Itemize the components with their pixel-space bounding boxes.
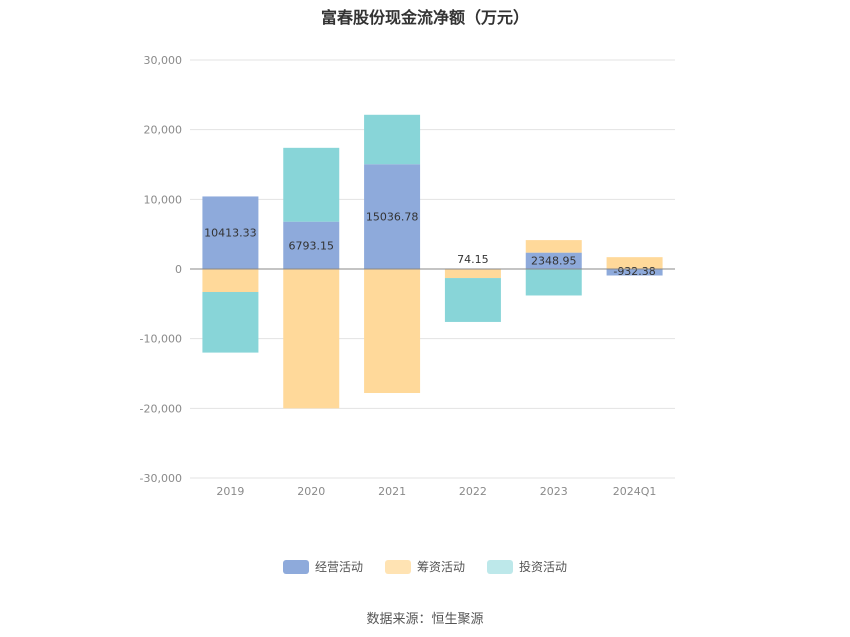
data-label-2024Q1: -932.38: [613, 265, 655, 278]
bar-2022-series-2: [444, 278, 501, 322]
bar-2019-series-1: [202, 269, 259, 292]
bar-2023-series-2: [525, 269, 582, 296]
data-label-2019: 10413.33: [204, 227, 257, 240]
bar-2019-series-0: [202, 196, 259, 269]
axis-layer: 30,000 20,000 10,000 0 -10,000 -20,000 -30,000…: [140, 54, 675, 498]
data-label-2021: 15036.78: [366, 211, 419, 224]
legend-swatch: [384, 559, 411, 574]
legend-item-1[interactable]: 筹资活动: [384, 558, 465, 575]
bar-2022-series-1: [444, 269, 501, 279]
x-tick-label-2020: 2020: [297, 485, 325, 498]
x-tick-label-2024Q1: 2024Q1: [613, 485, 657, 498]
chart-title: 富春股份现金流净额（万元）: [320, 8, 529, 27]
bar-2020-series-0: [283, 221, 340, 269]
bar-2021-series-1: [364, 269, 421, 394]
y-tick-label: -30,000: [140, 472, 182, 485]
legend-item-0[interactable]: 经营活动: [282, 558, 363, 575]
y-tick-label: -20,000: [140, 402, 182, 415]
source-note: 数据来源：恒生聚源: [366, 612, 484, 627]
x-tick-label-2023: 2023: [540, 485, 568, 498]
x-tick-label-2022: 2022: [459, 485, 487, 498]
bar-2019-series-2: [202, 291, 259, 353]
legend-label: 投资活动: [519, 560, 568, 574]
y-tick-label: 20,000: [144, 124, 183, 137]
label-layer: 10413.33 6793.15 15036.78 74.15 2348.95 -932.…: [204, 211, 656, 278]
bar-2020-series-1: [283, 269, 340, 409]
bar-2021-series-0: [364, 164, 421, 269]
bar-layer: [202, 114, 663, 409]
bar-2021-series-2: [364, 114, 421, 165]
legend-swatch: [282, 559, 309, 574]
data-label-2022: 74.15: [457, 253, 489, 266]
y-tick-label: 10,000: [144, 193, 183, 206]
legend-item-2[interactable]: 投资活动: [487, 558, 567, 575]
x-tick-label-2019: 2019: [216, 485, 244, 498]
legend-swatch: [487, 559, 513, 574]
legend: 经营活动 筹资活动 投资活动: [0, 558, 850, 575]
bar-2024Q1-series-1: [606, 257, 663, 269]
bar-2020-series-2: [283, 147, 340, 222]
legend-label: 筹资活动: [416, 560, 465, 574]
data-label-2020: 6793.15: [289, 239, 335, 252]
grid-layer: [190, 59, 675, 479]
bar-2024Q1-series-0: [606, 269, 663, 276]
data-label-2023: 2348.95: [531, 255, 577, 268]
y-tick-label: -10,000: [140, 333, 182, 346]
bar-2023-series-0: [525, 252, 582, 269]
bar-2023-series-1: [525, 240, 582, 253]
x-tick-label-2021: 2021: [378, 485, 406, 498]
y-tick-label: 30,000: [144, 54, 183, 67]
y-tick-label: 0: [175, 263, 182, 276]
legend-label: 经营活动: [314, 560, 363, 574]
cash-flow-chart: 10413.33 6793.15 15036.78 74.15 2348.95 -932.…: [140, 54, 675, 498]
